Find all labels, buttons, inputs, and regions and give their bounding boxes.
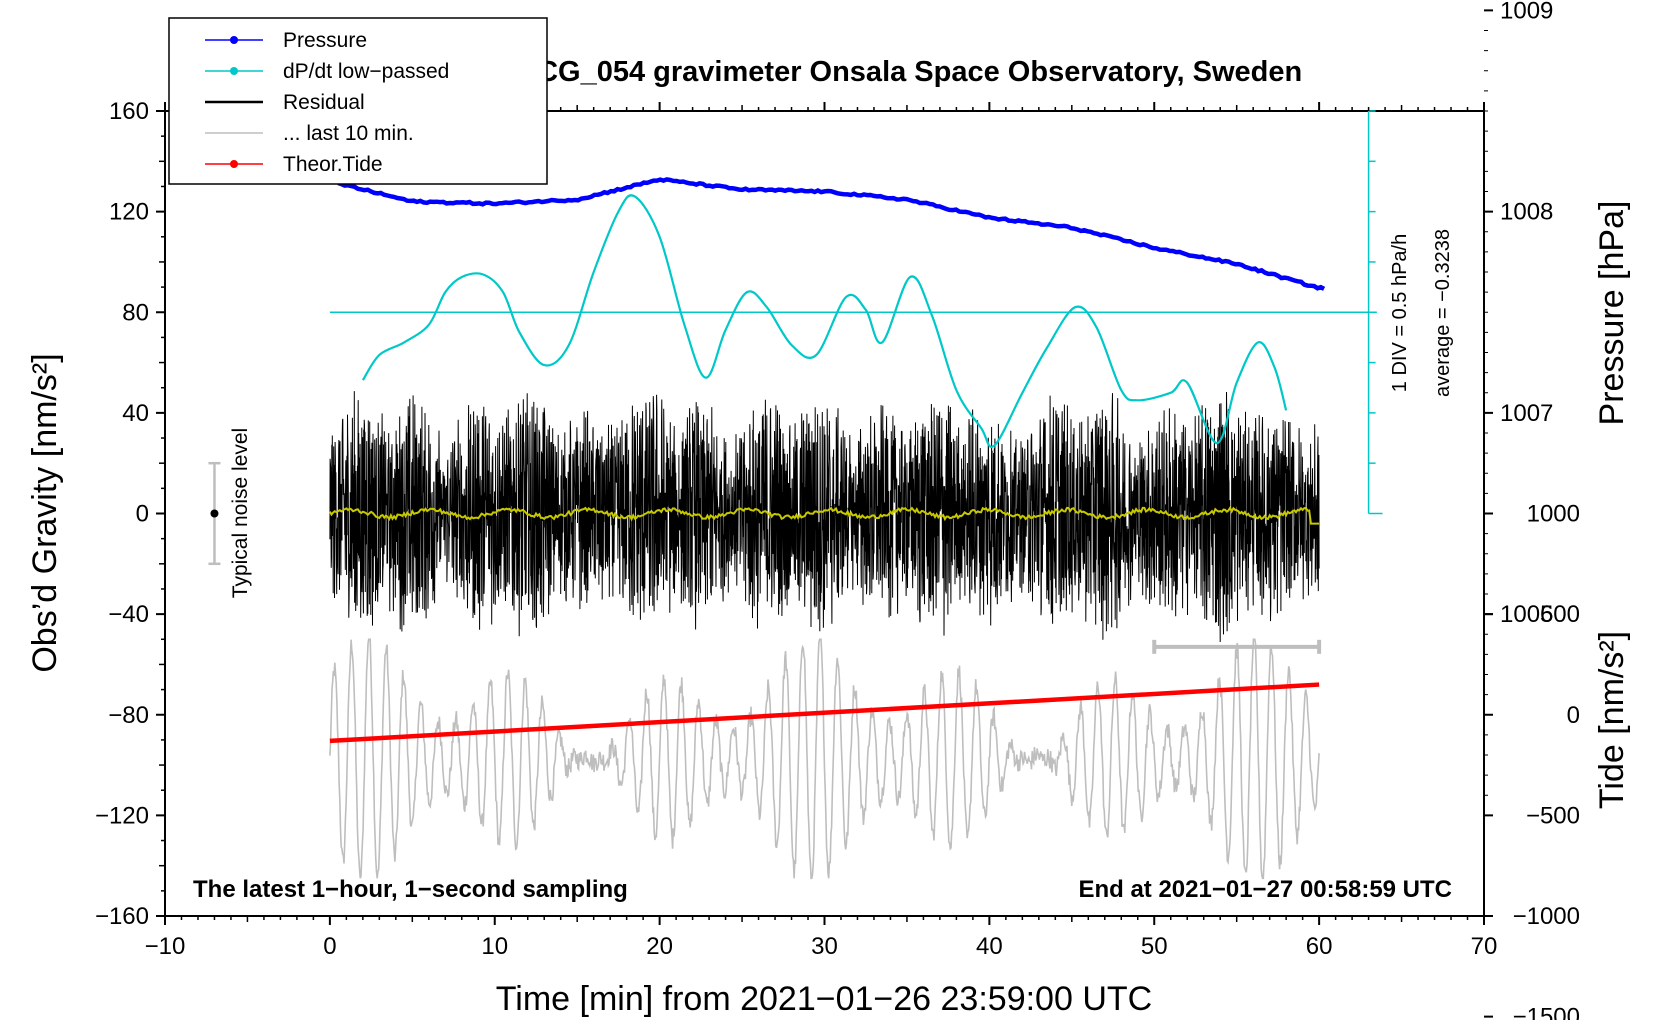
x-tick-label: 40 <box>976 933 1003 960</box>
y-tick-label: −80 <box>108 702 149 729</box>
axes-layer: −10 0 10 20 30 40 50 60 70 −160 −120 −80 −40 0 40 80 120… <box>95 0 1580 1020</box>
footer-right-note: End at 2021−01−27 00:58:59 UTC <box>1078 876 1452 903</box>
y-tick-label: −160 <box>95 903 149 930</box>
x-tick-label: −10 <box>145 933 186 960</box>
y-tick-label: 80 <box>122 299 149 326</box>
theor-tide-line <box>329 682 1320 744</box>
tide-tick-label: −1000 <box>1513 903 1580 930</box>
x-tick-label: 60 <box>1306 933 1333 960</box>
legend-marker <box>230 36 238 44</box>
y-tick-label: 40 <box>122 400 149 427</box>
residual-lowpass-line <box>329 505 1320 525</box>
legend-label: Pressure <box>283 29 367 52</box>
legend-marker <box>230 160 238 168</box>
legend-label: ... last 10 min. <box>283 122 414 145</box>
pressure-tick-label: 1007 <box>1500 400 1553 427</box>
legend: Pressure dP/dt low−passed Residual ... last… <box>168 17 548 185</box>
y-axis-title-pressure: Pressure [hPa] <box>1593 201 1631 426</box>
tide-tick-label: 500 <box>1540 601 1580 628</box>
x-tick-label: 70 <box>1471 933 1498 960</box>
data-layer <box>208 110 1383 880</box>
dpdt-scale-label: 1 DIV = 0.5 hPa/h <box>1389 234 1411 392</box>
tide-tick-label: 1000 <box>1527 501 1580 528</box>
pressure-tick-label: 1006 <box>1500 601 1553 628</box>
noise-level-dot <box>210 509 219 518</box>
pressure-tick-label: 1008 <box>1500 199 1553 226</box>
dpdt-line <box>361 194 1288 448</box>
x-tick-label: 10 <box>481 933 508 960</box>
dpdt-average-label: average = −0.3238 <box>1432 229 1454 397</box>
y-axis-title-left: Obs’d Gravity [nm/s²] <box>26 353 64 672</box>
tide-tick-label: 0 <box>1567 702 1580 729</box>
x-tick-label: 30 <box>811 933 838 960</box>
y-tick-label: 120 <box>109 199 149 226</box>
legend-label: Residual <box>283 91 365 114</box>
legend-label: dP/dt low−passed <box>283 60 449 83</box>
legend-marker <box>230 67 238 75</box>
legend-items: Pressure dP/dt low−passed Residual ... last… <box>205 29 449 176</box>
y-tick-label: 160 <box>109 98 149 125</box>
tide-tick-label: −1500 <box>1513 1004 1580 1020</box>
pressure-line <box>337 177 1326 291</box>
x-tick-label: 50 <box>1141 933 1168 960</box>
tide-tick-label: −500 <box>1526 802 1580 829</box>
legend-label: Theor.Tide <box>283 153 383 176</box>
noise-level-label: Typical noise level <box>229 428 252 598</box>
x-tick-label: 20 <box>646 933 673 960</box>
pressure-tick-label: 1009 <box>1500 0 1553 24</box>
y-tick-label: −40 <box>108 601 149 628</box>
footer-left-note: The latest 1−hour, 1−second sampling <box>193 876 628 903</box>
residual-line <box>329 391 1320 643</box>
x-tick-label: 0 <box>323 933 336 960</box>
last-10-min-line <box>329 638 1320 880</box>
x-axis-title: Time [min] from 2021−01−26 23:59:00 UTC <box>496 980 1152 1018</box>
y-axis-title-tide: Tide [nm/s²] <box>1593 631 1631 809</box>
chart-title: SCG_054 gravimeter Onsala Space Observat… <box>518 56 1302 88</box>
y-tick-label: 0 <box>136 501 149 528</box>
y-tick-label: −120 <box>95 802 149 829</box>
